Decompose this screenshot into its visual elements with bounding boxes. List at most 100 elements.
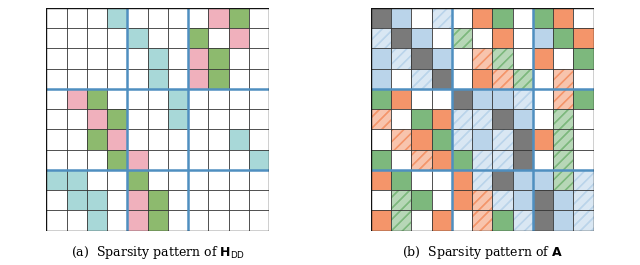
Bar [47,170,67,190]
Bar [452,28,472,48]
Bar [432,69,452,89]
Bar [371,210,391,231]
Bar [107,150,127,170]
Bar [492,170,513,190]
Bar [513,69,533,89]
Bar [391,48,412,69]
Bar [412,150,432,170]
Bar [371,89,391,109]
Bar [533,48,553,69]
Bar [412,48,432,69]
Bar [553,69,573,89]
Bar [472,129,492,150]
Bar [533,129,553,150]
Bar [412,69,432,89]
Bar [472,210,492,231]
Bar [492,190,513,210]
Bar [249,150,269,170]
Bar [371,28,391,48]
Bar [492,69,513,89]
Bar [513,69,533,89]
Bar [412,69,432,89]
Bar [87,190,107,210]
Bar [188,28,208,48]
Bar [452,109,472,129]
Bar [553,109,573,129]
Bar [452,170,472,190]
Bar [127,170,148,190]
Bar [452,109,472,129]
Bar [492,28,513,48]
Bar [513,89,533,109]
Bar [492,150,513,170]
Bar [148,210,168,231]
Bar [432,8,452,28]
Bar [412,190,432,210]
Bar [492,69,513,89]
Bar [492,48,513,69]
Bar [553,190,573,210]
Bar [432,129,452,150]
Bar [573,190,593,210]
Bar [432,8,452,28]
Bar [513,89,533,109]
Text: (b)  Sparsity pattern of $\mathbf{A}$: (b) Sparsity pattern of $\mathbf{A}$ [402,244,563,261]
Bar [553,150,573,170]
Bar [573,170,593,190]
Bar [492,190,513,210]
Bar [472,190,492,210]
Bar [472,109,492,129]
Bar [412,150,432,170]
Bar [472,150,492,170]
Bar [391,129,412,150]
Bar [553,89,573,109]
Bar [107,109,127,129]
Bar [452,190,472,210]
Bar [573,210,593,231]
Bar [553,109,573,129]
Bar [573,210,593,231]
Bar [452,109,472,129]
Bar [472,89,492,109]
Bar [371,109,391,129]
Bar [391,129,412,150]
Bar [67,190,87,210]
Bar [391,190,412,210]
Bar [553,109,573,129]
Bar [573,28,593,48]
Bar [412,129,432,150]
Bar [371,69,391,89]
Bar [513,210,533,231]
Bar [472,8,492,28]
Bar [492,129,513,150]
Bar [87,129,107,150]
Bar [391,48,412,69]
Bar [452,109,472,129]
Bar [87,89,107,109]
Bar [553,170,573,190]
Bar [391,129,412,150]
Bar [127,28,148,48]
Bar [553,150,573,170]
Bar [553,129,573,150]
Bar [452,89,472,109]
Bar [452,28,472,48]
Bar [228,28,249,48]
Bar [513,69,533,89]
Bar [533,210,553,231]
Bar [513,69,533,89]
Bar [391,28,412,48]
Bar [148,48,168,69]
Bar [67,89,87,109]
Bar [107,8,127,28]
Bar [553,109,573,129]
Bar [412,109,432,129]
Bar [371,8,391,28]
Bar [452,150,472,170]
Bar [391,48,412,69]
Bar [573,190,593,210]
Bar [432,8,452,28]
Bar [492,69,513,89]
Bar [371,109,391,129]
Bar [472,170,492,190]
